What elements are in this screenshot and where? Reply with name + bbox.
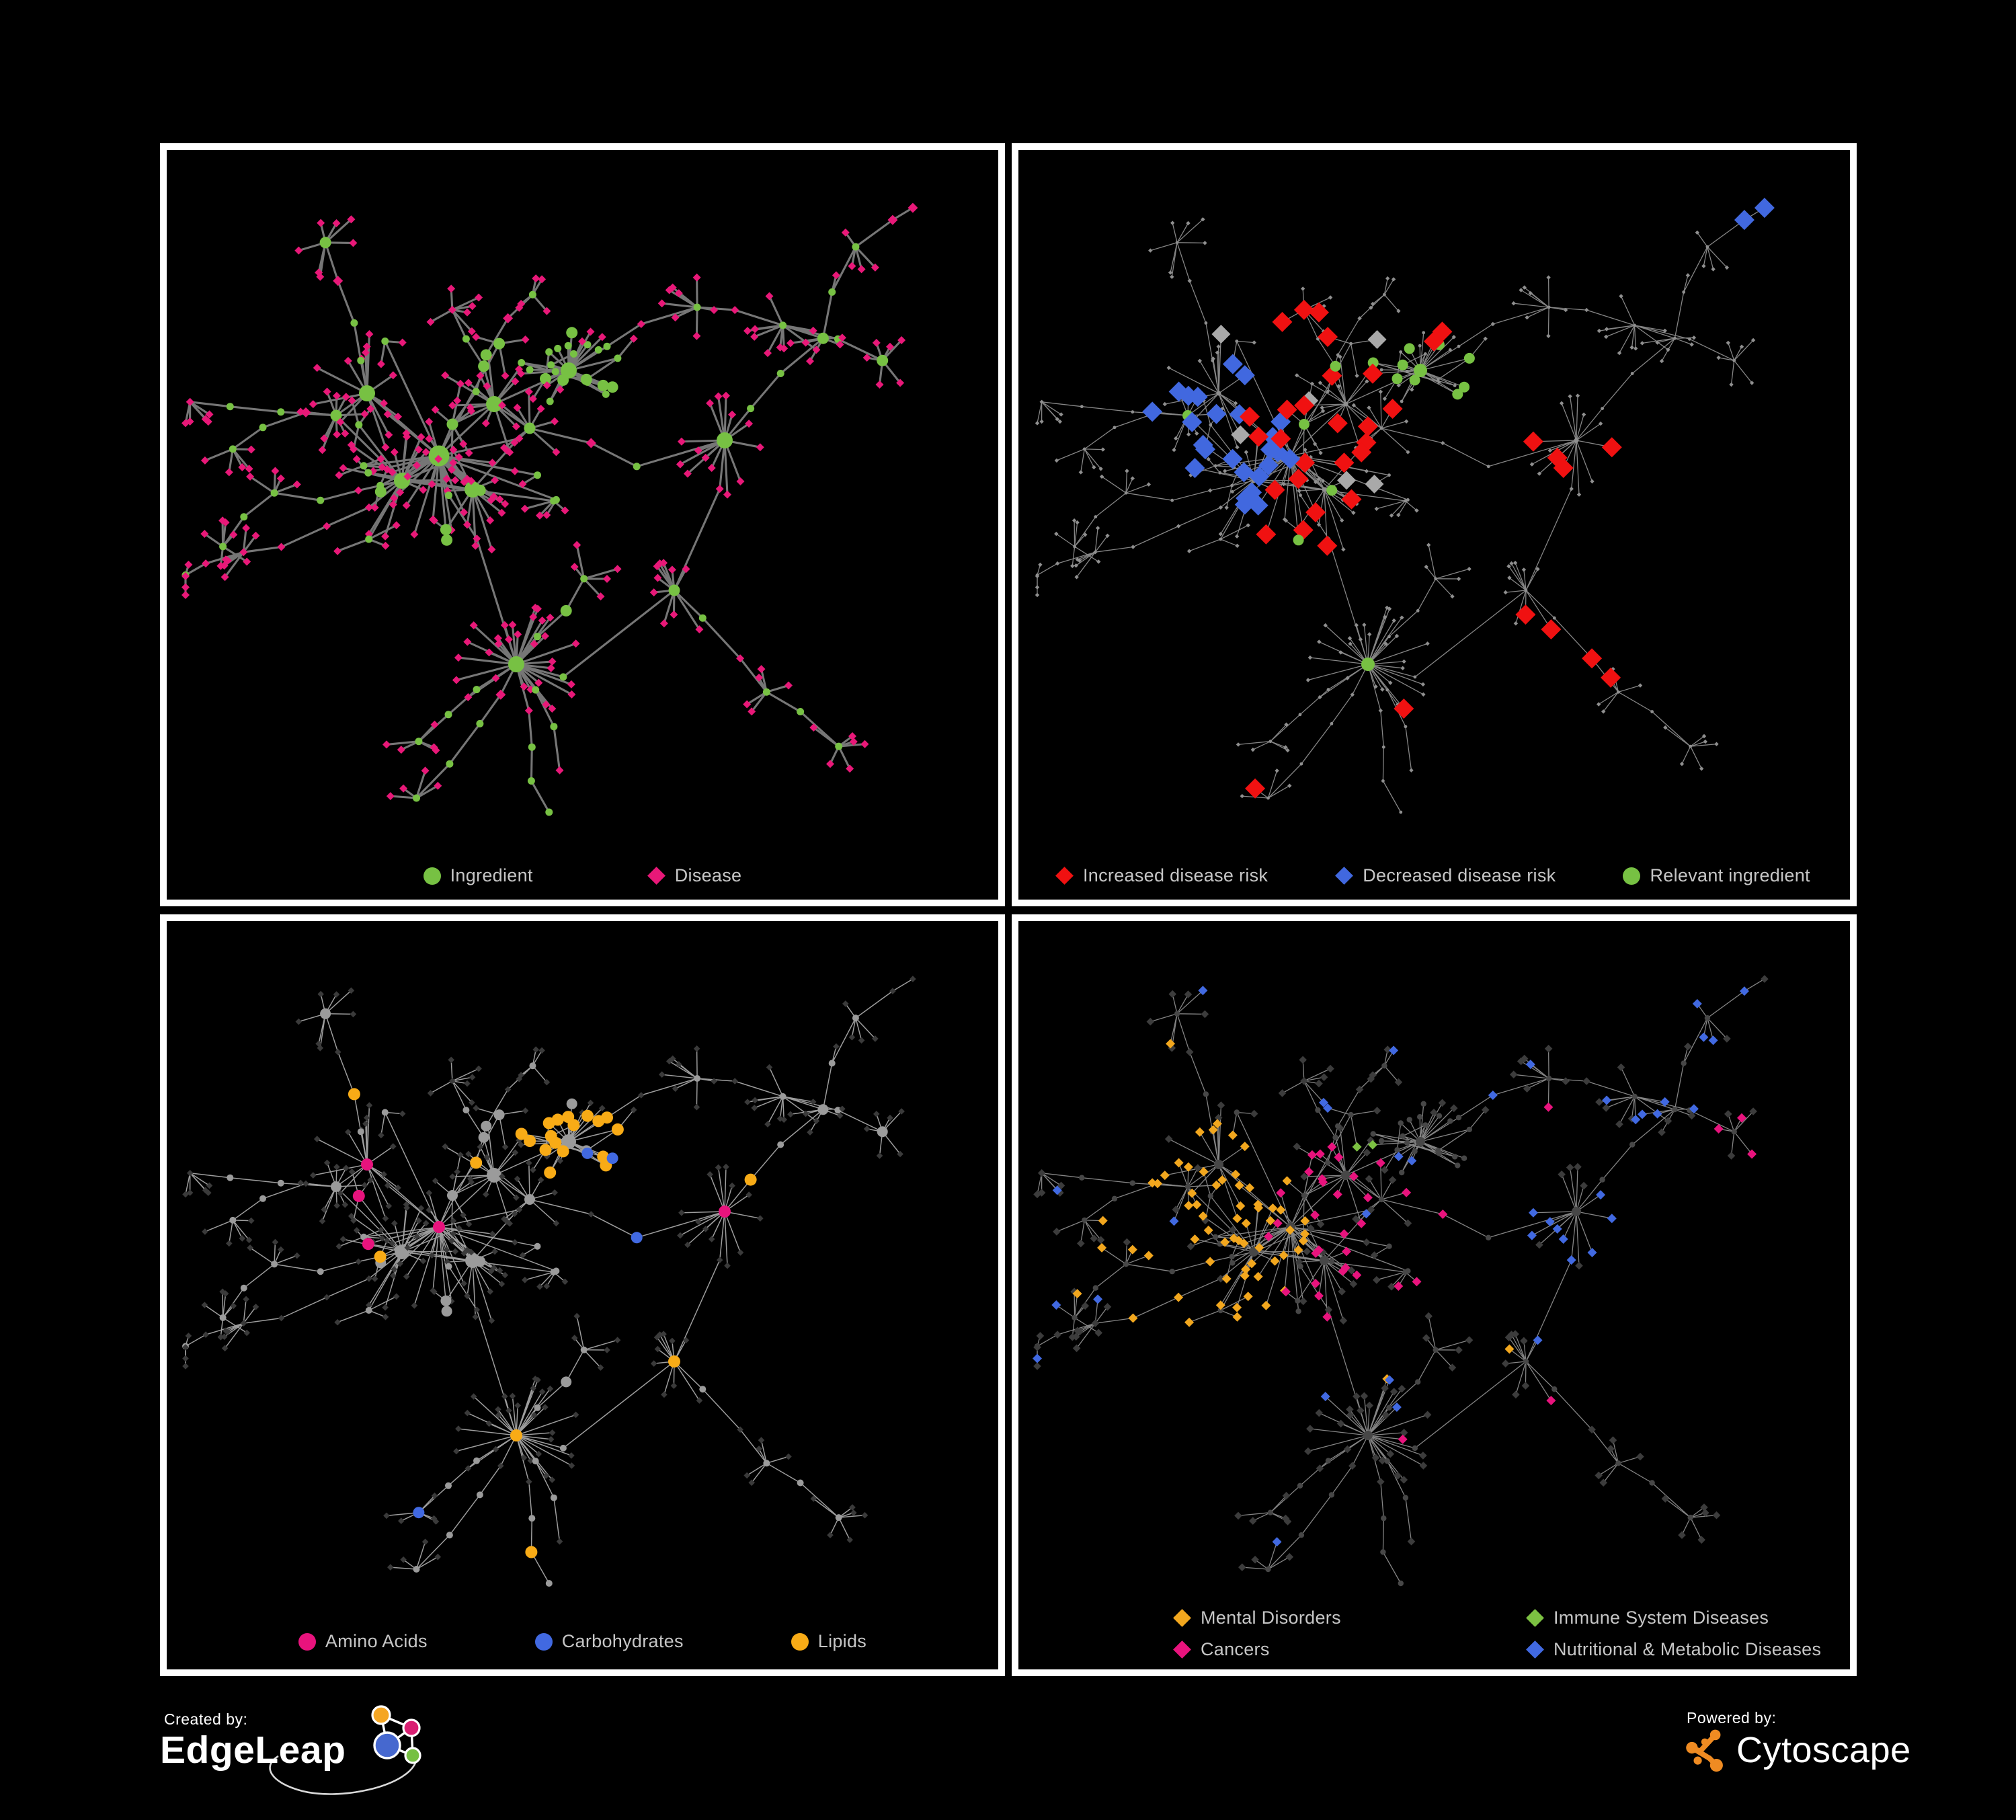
powered-by-label: Powered by: [1687, 1709, 1777, 1727]
legend-label-amino-acids: Amino Acids [325, 1631, 428, 1651]
cytoscape-branding: Powered by: Cytoscape [1677, 1706, 2000, 1794]
edgeleap-swoosh [269, 1755, 417, 1795]
legend-label-carbohydrates: Carbohydrates [561, 1631, 684, 1651]
mental-disorders-diamond-icon [1173, 1609, 1191, 1627]
increased-risk-diamond-icon [1055, 867, 1074, 885]
legend-label-mental-disorders: Mental Disorders [1201, 1608, 1341, 1628]
panel-disease-classes: Mental Disorders Immune System Diseases … [1012, 914, 1857, 1676]
legend-label-lipids: Lipids [817, 1631, 867, 1651]
legend-label-cancers: Cancers [1201, 1639, 1270, 1659]
legend-disease-classes: Mental Disorders Immune System Diseases … [1173, 1608, 1821, 1660]
lipids-circle-icon [791, 1632, 809, 1651]
panel-ingredient-disease: Ingredient Disease [160, 143, 1005, 906]
legend-disease-risk: Increased disease risk Decreased disease… [1018, 865, 1850, 886]
legend-item-disease: Disease [647, 865, 742, 886]
network-graph-nutrient-classes [182, 976, 916, 1587]
legend-item-immune-diseases: Immune System Diseases [1526, 1608, 1821, 1628]
panel-disease-risk: Increased disease risk Decreased disease… [1012, 143, 1857, 906]
carbohydrates-circle-icon [534, 1632, 553, 1651]
legend-nutrient-classes: Amino Acids Carbohydrates Lipids [167, 1631, 998, 1652]
legend-label-decreased-risk: Decreased disease risk [1363, 865, 1556, 885]
network-graph-disease-risk [1035, 198, 1775, 814]
legend-label-immune-diseases: Immune System Diseases [1554, 1608, 1769, 1628]
legend-item-mental-disorders: Mental Disorders [1173, 1608, 1526, 1628]
disease-diamond-icon [647, 867, 666, 885]
legend-label-nutritional-metabolic: Nutritional & Metabolic Diseases [1554, 1639, 1822, 1659]
legend-item-amino-acids: Amino Acids [298, 1631, 428, 1652]
edgeleap-logo-icon [269, 1705, 421, 1795]
edgeleap-node-orange [371, 1705, 391, 1725]
edgeleap-wordmark: EdgeLeap [160, 1729, 346, 1772]
legend-label-increased-risk: Increased disease risk [1083, 865, 1268, 885]
edgeleap-branding: Created by: EdgeLeap [160, 1705, 523, 1820]
decreased-risk-diamond-icon [1335, 867, 1354, 885]
ingredient-circle-icon [423, 867, 441, 885]
edgeleap-node-blue [373, 1731, 401, 1759]
legend-item-lipids: Lipids [791, 1631, 866, 1652]
relevant-ingredient-circle-icon [1623, 867, 1641, 885]
legend-item-relevant-ingredient: Relevant ingredient [1623, 865, 1810, 886]
edgeleap-node-pink [402, 1718, 421, 1737]
legend-label-disease: Disease [674, 865, 742, 885]
nutritional-metabolic-diamond-icon [1526, 1640, 1544, 1659]
legend-ingredient-disease: Ingredient Disease [167, 865, 998, 886]
legend-item-carbohydrates: Carbohydrates [534, 1631, 684, 1652]
network-graph-disease-classes [1033, 975, 1769, 1587]
cytoscape-logo-row: Cytoscape [1683, 1727, 1911, 1774]
legend-item-nutritional-metabolic: Nutritional & Metabolic Diseases [1526, 1639, 1821, 1660]
cytoscape-logo-icon [1686, 1729, 1723, 1772]
amino-acids-circle-icon [298, 1632, 316, 1651]
edgeleap-node-green [404, 1747, 421, 1764]
legend-item-decreased-risk: Decreased disease risk [1335, 865, 1556, 886]
panel-nutrient-classes: Amino Acids Carbohydrates Lipids [160, 914, 1005, 1676]
cytoscape-wordmark: Cytoscape [1736, 1730, 1911, 1770]
legend-label-ingredient: Ingredient [450, 865, 533, 885]
created-by-label: Created by: [164, 1710, 248, 1728]
cancers-diamond-icon [1173, 1640, 1191, 1659]
legend-item-cancers: Cancers [1173, 1639, 1526, 1660]
network-graph-ingredient-disease [182, 202, 918, 816]
immune-diseases-diamond-icon [1526, 1609, 1544, 1627]
legend-label-relevant-ingredient: Relevant ingredient [1650, 865, 1810, 885]
legend-item-ingredient: Ingredient [423, 865, 533, 886]
legend-item-increased-risk: Increased disease risk [1055, 865, 1268, 886]
